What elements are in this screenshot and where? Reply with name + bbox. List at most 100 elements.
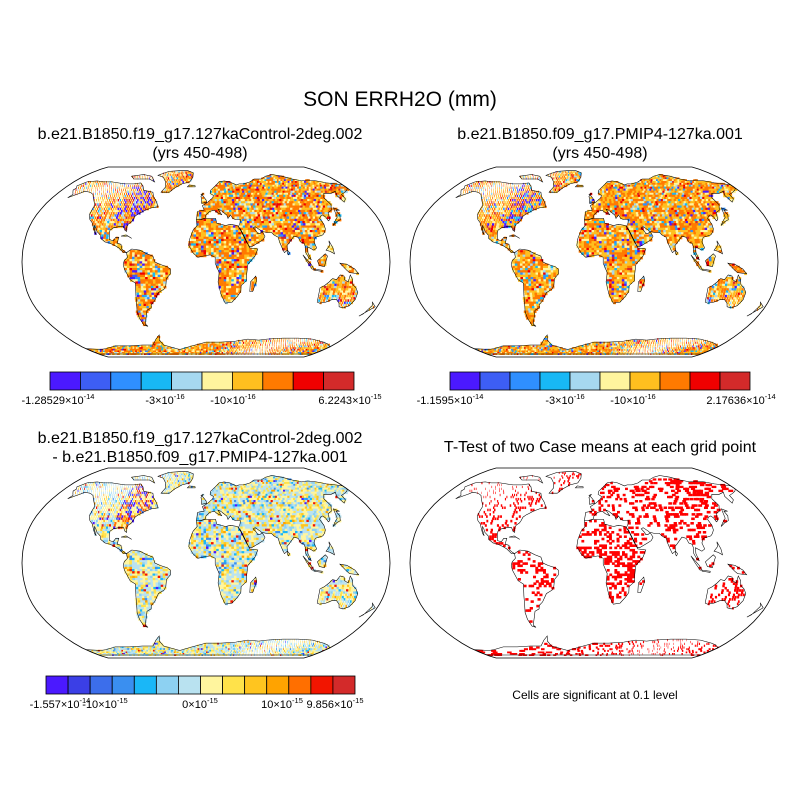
grid-cell [253, 230, 257, 233]
grid-cell [101, 203, 104, 206]
grid-cell [191, 174, 193, 177]
grid-cell [243, 350, 244, 353]
grid-cell [236, 256, 240, 260]
grid-cell [271, 188, 275, 192]
grid-cell [506, 186, 508, 190]
grid-cell [309, 345, 311, 348]
grid-cell [319, 227, 323, 231]
grid-cell [337, 214, 342, 217]
grid-cell [214, 190, 217, 194]
grid-cell [238, 186, 242, 190]
grid-cell [116, 209, 119, 213]
grid-cell [282, 348, 284, 351]
grid-cell [86, 184, 88, 188]
grid-cell [527, 184, 529, 188]
grid-cell [96, 207, 99, 211]
grid-cell [219, 207, 223, 211]
grid-cell [275, 186, 280, 190]
grid-cell [554, 184, 556, 188]
grid-cell [304, 192, 309, 196]
grid-cell [107, 221, 110, 224]
grid-cell [245, 232, 249, 235]
grid-cell [301, 203, 306, 206]
grid-cell [145, 285, 149, 289]
grid-cell [181, 350, 185, 353]
grid-cell [223, 272, 227, 276]
grid-cell [320, 205, 325, 209]
grid-cell [313, 205, 318, 209]
grid-cell [196, 352, 199, 354]
grid-cell [331, 297, 334, 300]
grid-cell [296, 192, 301, 196]
grid-cell [218, 347, 220, 350]
grid-cell [246, 259, 250, 262]
grid-cell [282, 230, 286, 233]
grid-cell [630, 184, 634, 188]
grid-cell [254, 203, 258, 206]
grid-cell [321, 343, 323, 346]
grid-cell [122, 250, 125, 253]
grid-cell [608, 181, 612, 184]
grid-cell [214, 199, 218, 202]
grid-cell [108, 216, 111, 220]
grid-cell [296, 350, 298, 353]
grid-cell [209, 347, 212, 350]
grid-cell [315, 350, 318, 353]
grid-cell [192, 348, 196, 351]
grid-cell [166, 188, 169, 192]
grid-cell [96, 205, 98, 209]
grid-cell [642, 182, 646, 186]
grid-cell [115, 238, 119, 242]
grid-cell [571, 177, 574, 180]
grid-cell [195, 245, 199, 249]
grid-cell [519, 190, 521, 194]
grid-cell [482, 184, 483, 188]
grid-cell [282, 190, 287, 194]
grid-cell [125, 190, 127, 194]
grid-cell [555, 175, 557, 178]
grid-cell [310, 201, 315, 204]
grid-cell [228, 190, 231, 194]
grid-cell [246, 256, 250, 260]
grid-cell [341, 283, 345, 287]
grid-cell [198, 223, 202, 226]
grid-cell [257, 188, 261, 192]
grid-cell [241, 252, 245, 255]
grid-cell [346, 294, 349, 298]
grid-cell [341, 196, 347, 200]
grid-cell [315, 339, 317, 343]
grid-cell [200, 245, 204, 249]
grid-cell [235, 186, 238, 190]
grid-cell [218, 345, 221, 348]
grid-cell [682, 179, 687, 182]
grid-cell [137, 175, 138, 178]
grid-cell [221, 274, 225, 278]
grid-cell [252, 348, 254, 351]
grid-cell [137, 277, 141, 280]
grid-cell [314, 221, 319, 224]
grid-cell [245, 225, 249, 229]
grid-cell [133, 214, 136, 217]
grid-cell [132, 256, 135, 260]
grid-cell [312, 203, 317, 206]
grid-cell [193, 352, 196, 354]
grid-cell [199, 214, 202, 217]
grid-cell [142, 254, 146, 258]
grid-cell [296, 225, 300, 229]
grid-cell [306, 347, 309, 350]
grid-cell [267, 225, 271, 229]
grid-cell [196, 216, 200, 220]
grid-cell [272, 218, 277, 222]
grid-cell [339, 194, 345, 198]
grid-cell [316, 227, 321, 231]
grid-cell [277, 218, 282, 222]
grid-cell [136, 288, 140, 291]
grid-cell [224, 341, 227, 344]
grid-cell [191, 348, 194, 351]
grid-cell [304, 238, 308, 242]
grid-cell [239, 250, 243, 253]
grid-cell [208, 201, 211, 204]
grid-cell [351, 270, 355, 273]
grid-cell [306, 201, 311, 204]
grid-cell [273, 212, 277, 215]
